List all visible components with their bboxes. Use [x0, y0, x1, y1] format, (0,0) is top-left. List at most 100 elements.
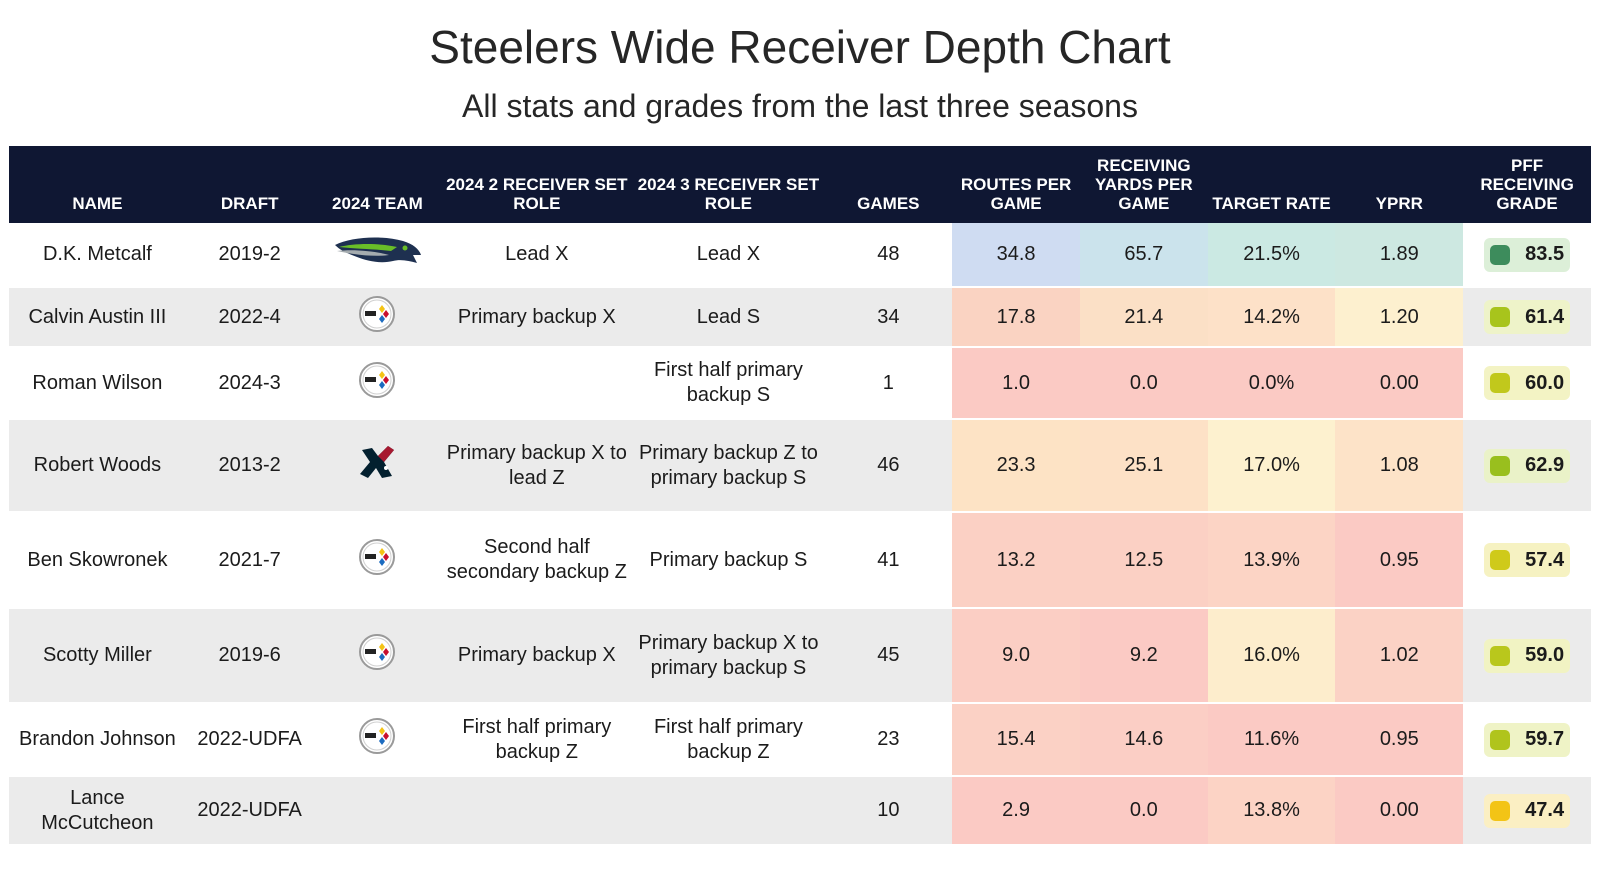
games-cell: 23 [824, 703, 953, 776]
draft-cell: 2021-7 [185, 512, 314, 608]
routes-cell: 15.4 [952, 703, 1080, 776]
player-name-cell: Robert Woods [9, 419, 186, 512]
team-cell [313, 512, 442, 608]
routes-cell: 1.0 [952, 347, 1080, 419]
grade-badge: 60.0 [1484, 366, 1571, 400]
grade-cell: 57.4 [1463, 512, 1591, 608]
routes-cell: 13.2 [952, 512, 1080, 608]
table-row: D.K. Metcalf 2019-2 Lead X Lead X 48 34.8 65.7… [9, 223, 1591, 287]
role-3wr-cell: Primary backup X to primary backup S [632, 608, 825, 703]
header-yards[interactable]: RECEIVING YARDS PER GAME [1079, 146, 1208, 223]
grade-color-icon [1490, 645, 1511, 666]
role-2wr-cell: Primary backup X to lead Z [441, 419, 633, 512]
grade-badge: 59.7 [1484, 722, 1571, 757]
role-3wr-cell: Primary backup Z to primary backup S [632, 419, 825, 512]
grade-value: 57.4 [1525, 548, 1565, 571]
header-name[interactable]: NAME [9, 146, 186, 223]
grade-value: 59.7 [1525, 728, 1565, 750]
role-3wr-cell: Primary backup S [632, 512, 825, 608]
routes-cell: 17.8 [952, 287, 1080, 347]
grade-color-icon [1490, 550, 1511, 570]
games-cell: 46 [824, 419, 953, 512]
header-yprr[interactable]: YPRR [1335, 146, 1464, 223]
grade-cell: 59.0 [1463, 608, 1591, 703]
player-name-cell: Lance McCutcheon [9, 776, 186, 845]
grade-color-icon [1490, 729, 1511, 750]
role-2wr-cell: Primary backup X [441, 287, 633, 347]
draft-cell: 2019-2 [185, 223, 314, 287]
seahawks-logo-icon [331, 231, 423, 278]
grade-cell: 62.9 [1463, 419, 1591, 512]
team-cell [313, 776, 442, 845]
target-rate-cell: 14.2% [1207, 287, 1336, 347]
games-cell: 1 [824, 347, 953, 419]
yards-cell: 65.7 [1079, 223, 1208, 287]
draft-cell: 2019-6 [185, 608, 314, 703]
steelers-logo-icon [358, 295, 396, 340]
grade-cell: 83.5 [1463, 223, 1591, 287]
steelers-logo-icon [358, 717, 396, 762]
header-role2[interactable]: 2024 2 RECEIVER SET ROLE [441, 146, 633, 223]
yards-cell: 12.5 [1079, 512, 1208, 608]
player-name-cell: D.K. Metcalf [9, 223, 186, 287]
page-title: Steelers Wide Receiver Depth Chart [429, 21, 1171, 73]
team-cell [313, 608, 442, 703]
grade-value: 59.0 [1525, 644, 1565, 666]
target-rate-cell: 13.9% [1207, 512, 1336, 608]
target-rate-cell: 0.0% [1207, 347, 1336, 419]
grade-cell: 60.0 [1463, 347, 1591, 419]
yards-cell: 9.2 [1079, 608, 1208, 703]
header-grade[interactable]: PFF RECEIVING GRADE [1463, 146, 1591, 223]
header-draft[interactable]: DRAFT [185, 146, 314, 223]
header-games[interactable]: GAMES [824, 146, 953, 223]
team-cell [313, 419, 442, 512]
target-rate-cell: 17.0% [1207, 419, 1336, 512]
grade-color-icon [1490, 373, 1511, 393]
header-target[interactable]: TARGET RATE [1207, 146, 1336, 223]
yprr-cell: 0.00 [1335, 347, 1464, 419]
player-name-cell: Ben Skowronek [9, 512, 186, 608]
role-3wr-cell [632, 776, 825, 845]
role-2wr-cell [441, 776, 633, 845]
target-rate-cell: 13.8% [1207, 776, 1336, 845]
target-rate-cell: 21.5% [1207, 223, 1336, 287]
grade-color-icon [1490, 455, 1511, 476]
grade-color-icon [1490, 800, 1511, 821]
grade-value: 61.4 [1525, 305, 1565, 328]
games-cell: 34 [824, 287, 953, 347]
role-2wr-cell: First half primary backup Z [441, 703, 633, 776]
role-3wr-cell: First half primary backup S [632, 347, 825, 419]
player-name-cell: Calvin Austin III [9, 287, 186, 347]
yprr-cell: 1.08 [1335, 419, 1464, 512]
steelers-logo-icon [358, 361, 396, 406]
target-rate-cell: 11.6% [1207, 703, 1336, 776]
yards-cell: 21.4 [1079, 287, 1208, 347]
grade-value: 47.4 [1525, 799, 1565, 821]
header-role3[interactable]: 2024 3 RECEIVER SET ROLE [632, 146, 825, 223]
draft-cell: 2024-3 [185, 347, 314, 419]
draft-cell: 2013-2 [185, 419, 314, 512]
games-cell: 48 [824, 223, 953, 287]
header-team[interactable]: 2024 TEAM [313, 146, 442, 223]
yprr-cell: 1.02 [1335, 608, 1464, 703]
yprr-cell: 1.20 [1335, 287, 1464, 347]
yprr-cell: 0.00 [1335, 776, 1464, 845]
team-cell [313, 223, 442, 287]
player-name-cell: Roman Wilson [9, 347, 186, 419]
grade-color-icon [1490, 244, 1511, 265]
yards-cell: 0.0 [1079, 347, 1208, 419]
role-3wr-cell: First half primary backup Z [632, 703, 825, 776]
header-routes[interactable]: ROUTES PER GAME [952, 146, 1080, 223]
draft-cell: 2022-UDFA [185, 703, 314, 776]
grade-value: 62.9 [1525, 454, 1565, 476]
header-row: NAME DRAFT 2024 TEAM 2024 2 RECEIVER SET… [9, 146, 1591, 223]
table-row: Lance McCutcheon 2022-UDFA 10 2.9 0.0 13.8% 0.… [9, 776, 1591, 845]
steelers-logo-icon [358, 633, 396, 678]
steelers-logo-icon [358, 538, 396, 583]
grade-badge: 83.5 [1484, 237, 1571, 272]
games-cell: 10 [824, 776, 953, 845]
yards-cell: 0.0 [1079, 776, 1208, 845]
routes-cell: 23.3 [952, 419, 1080, 512]
table-row: Ben Skowronek 2021-7 Second half secondary… [9, 512, 1591, 608]
